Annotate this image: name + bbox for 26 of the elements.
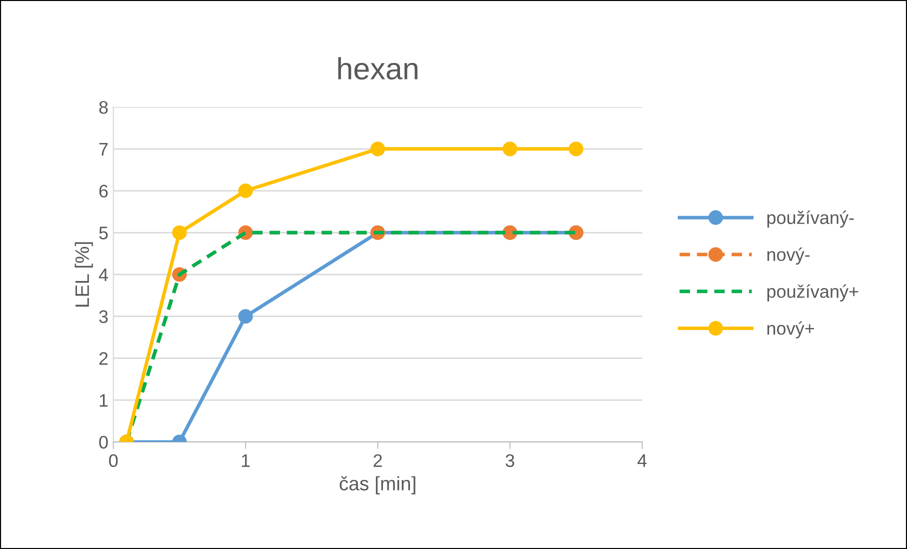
y-tick-label: 7 xyxy=(99,143,108,156)
legend-label: používaný- xyxy=(767,210,854,228)
x-tick-label: 3 xyxy=(506,454,514,468)
legend-label: používaný+ xyxy=(767,284,858,302)
x-tick-label: 0 xyxy=(109,454,118,468)
point xyxy=(238,183,253,198)
y-tick-label: 3 xyxy=(99,310,108,324)
y-axis-title: LEL [%] xyxy=(74,242,93,307)
y-tick-label: 6 xyxy=(99,184,108,198)
x-tick-label: 2 xyxy=(374,454,382,467)
point xyxy=(172,225,187,240)
chart-title: hexan xyxy=(338,57,418,80)
y-tick-label: 4 xyxy=(98,268,108,282)
x-tick-label: 1 xyxy=(242,454,250,467)
point xyxy=(568,142,584,156)
x-axis-title: čas [min] xyxy=(340,476,416,494)
y-tick-label: 8 xyxy=(99,100,108,114)
point xyxy=(502,142,518,156)
x-tick-label: 4 xyxy=(638,454,647,467)
y-tick-label: 5 xyxy=(99,226,108,240)
y-tick-label: 0 xyxy=(99,436,108,449)
legend-label: nový+ xyxy=(767,321,814,338)
legend-label: nový- xyxy=(767,248,810,265)
point xyxy=(370,142,386,156)
y-tick-label: 1 xyxy=(100,394,108,407)
y-tick-label: 2 xyxy=(99,352,108,365)
